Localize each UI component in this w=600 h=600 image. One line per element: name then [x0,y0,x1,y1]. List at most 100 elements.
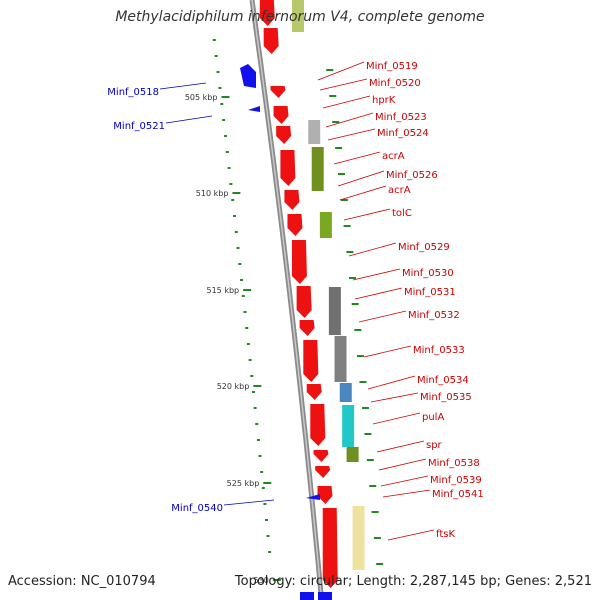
forward-gene-arrow [280,150,296,186]
cog-feature-bars [292,0,365,570]
forward-gene-label: ftsK [436,529,455,540]
cog-feature-bar [342,405,355,447]
reverse-gene-arrow [240,64,256,88]
forward-gene-label: Minf_0529 [398,242,450,253]
forward-gene-label: Minf_0535 [420,392,472,403]
forward-gene-label: tolC [392,208,412,219]
forward-gene-arrow [284,190,300,210]
forward-gene-arrow [296,286,312,318]
reverse-gene-arrow [318,592,332,600]
leader-line [352,268,401,281]
forward-gene-label: Minf_0533 [413,345,465,356]
forward-gene-arrow [276,126,292,144]
leader-line [370,392,419,403]
forward-gene-label: acrA [382,151,405,162]
leader-line [319,78,368,91]
reverse-gene-label: Minf_0540 [171,503,223,514]
leader-line [382,489,431,498]
scale-label: 505 kbp [185,93,218,102]
leader-line [358,310,407,323]
accession-text: Accession: NC_010794 [8,574,156,589]
reverse-gene-arrow [306,494,320,500]
scale-label: 530 [254,576,269,585]
cog-feature-bar [339,383,352,402]
forward-gene-label: Minf_0526 [386,170,438,181]
leader-line [354,287,403,300]
forward-gene-arrow [303,340,319,382]
forward-gene-arrow [306,384,322,400]
forward-gene-arrow [315,466,331,478]
forward-gene-arrow [259,0,275,26]
cog-feature-bar [334,336,347,382]
label-leader-lines [159,61,435,541]
map-title: Methylacidiphilum infernorum V4, complet… [115,9,485,25]
leader-line [337,170,385,187]
leader-line [348,242,397,257]
forward-gene-label: Minf_0541 [432,489,484,500]
leader-line [367,375,416,390]
forward-gene-label: Minf_0523 [375,112,427,123]
forward-gene-arrow [291,240,307,284]
cog-feature-bar [328,287,341,335]
leader-line [159,82,207,90]
gene-labels: Minf_0519 Minf_0520 hprK Minf_0523 Minf_0524… [107,61,483,540]
forward-gene-label: Minf_0519 [366,61,418,72]
forward-gene-arrow [270,86,286,98]
forward-gene-label: acrA [388,185,411,196]
leader-line [372,412,421,425]
forward-gene-label: spr [426,440,443,451]
forward-gene-label: Minf_0530 [402,268,454,279]
backbone-highlight [251,0,323,600]
scale-label: 515 kbp [207,286,240,295]
leader-line [223,499,275,506]
forward-gene-label: Minf_0538 [428,458,480,469]
forward-gene-label: Minf_0532 [408,310,460,321]
scale-label: 510 kbp [196,189,229,198]
forward-gene-label: Minf_0531 [404,287,456,298]
leader-line [343,208,391,221]
leader-line [380,475,429,487]
leader-line [327,128,376,141]
topology-text: Topology: circular; Length: 2,287,145 bp… [234,574,592,589]
leader-line [322,95,371,109]
leader-line [387,529,435,541]
reverse-gene-label: Minf_0518 [107,87,159,98]
forward-gene-arrow [273,106,289,124]
cog-feature-bar [308,120,321,144]
forward-gene-arrow [263,28,279,54]
forward-gene-arrow [310,404,326,446]
cog-feature-bar [311,147,324,191]
leader-line [165,115,213,124]
forward-gene-arrow [322,508,338,588]
forward-gene-label: Minf_0520 [369,78,421,89]
scale-labels: 505 kbp 510 kbp 515 kbp 520 kbp 525 kbp 530 [185,93,281,585]
leader-line [339,185,387,201]
reverse-gene-label: Minf_0521 [113,121,165,132]
leader-line [363,345,412,358]
forward-gene-arrow [317,486,333,504]
genome-backbone [249,0,325,600]
forward-gene-label: pulA [422,412,444,423]
cog-feature-bar [292,0,304,32]
forward-gene-arrow [299,320,315,336]
forward-gene-label: Minf_0539 [430,475,482,486]
leader-line [317,61,365,81]
scale-label: 520 kbp [217,382,250,391]
leader-line [378,458,427,471]
cog-feature-bar [319,212,332,238]
forward-gene-arrow [313,450,329,462]
reverse-gene-arrow [248,106,260,112]
forward-gene-label: Minf_0534 [417,375,469,386]
forward-gene-arrow [287,214,303,236]
cog-feature-bar [352,506,365,570]
forward-gene-label: Minf_0524 [377,128,429,139]
leader-line [325,112,374,128]
cog-feature-bar [346,447,359,462]
gene-arrows [240,0,338,600]
forward-gene-label: hprK [372,95,396,106]
leader-line [333,151,381,165]
tick-marks [212,39,384,565]
scale-label: 525 kbp [227,479,260,488]
